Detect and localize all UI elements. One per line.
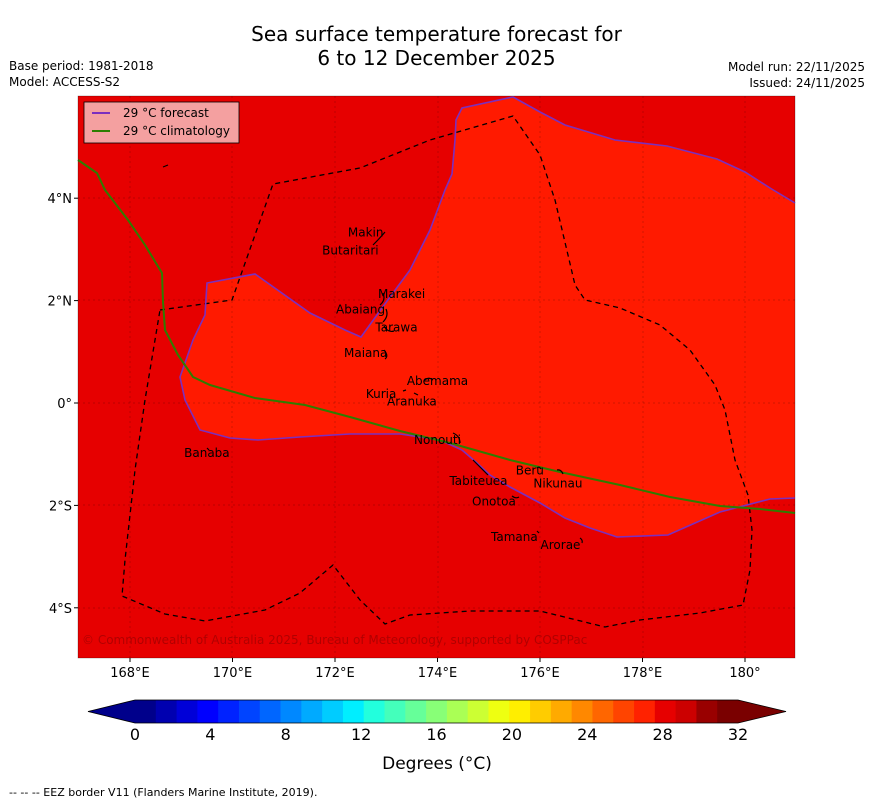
x-tick-label: 180°: [729, 666, 760, 681]
colorbar-segment: [218, 700, 240, 723]
x-tick-label: 176°E: [520, 666, 560, 681]
colorbar-segment: [571, 700, 593, 723]
colorbar-tick-label: 28: [652, 725, 672, 744]
place-label: Aranuka: [387, 395, 437, 409]
colorbar-tick-label: 16: [426, 725, 446, 744]
footer-note: -- -- -- EEZ border V11 (Flanders Marine…: [9, 786, 318, 799]
x-tick-label: 178°E: [623, 666, 663, 681]
x-tick-label: 168°E: [110, 666, 150, 681]
map-title: Sea surface temperature forecast for 6 t…: [0, 22, 873, 70]
x-axis: 168°E 170°E 172°E 174°E 176°E 178°E 180°: [110, 658, 761, 681]
colorbar-tick-label: 32: [728, 725, 748, 744]
place-label: Abemama: [407, 374, 468, 388]
place-label: Makin: [348, 226, 384, 240]
colorbar-segment: [530, 700, 552, 723]
model-name: Model: ACCESS-S2: [9, 75, 121, 89]
place-label: Kuria: [366, 387, 397, 401]
colorbar-tick-label: 4: [205, 725, 215, 744]
colorbar-segment: [155, 700, 177, 723]
colorbar-segment: [696, 700, 718, 723]
meta-right: Model run: 22/11/2025 Issued: 24/11/2025: [728, 59, 865, 91]
title-line-2: 6 to 12 December 2025: [317, 46, 556, 70]
x-tick-label: 170°E: [213, 666, 253, 681]
colorbar-segment: [675, 700, 697, 723]
eez-border: [121, 115, 753, 628]
colorbar: 0 4 8 12 16 20 24 28 32: [87, 699, 787, 744]
sst-hot-region: [180, 97, 795, 537]
place-label: Tarawa: [374, 320, 417, 334]
colorbar-segment: [322, 700, 344, 723]
title-line-1: Sea surface temperature forecast for: [251, 22, 622, 46]
colorbar-segment: [280, 700, 302, 723]
colorbar-segment: [488, 700, 510, 723]
colorbar-segment: [197, 700, 219, 723]
colorbar-segment: [613, 700, 635, 723]
place-label: Beru: [516, 464, 544, 478]
place-label: Tamana: [490, 530, 538, 544]
map-frame: [77, 95, 796, 659]
colorbar-segment: [363, 700, 385, 723]
x-tick-label: 174°E: [418, 666, 458, 681]
y-axis: 4°N 2°N 0° 2°S 4°S: [48, 192, 78, 617]
colorbar-segment: [634, 700, 656, 723]
colorbar-segment: [550, 700, 573, 723]
colorbar-segment: [592, 700, 614, 723]
forecast-29c-contour: [179, 96, 796, 538]
place-label: Marakei: [378, 287, 425, 301]
meta-left: Base period: 1981-2018 Model: ACCESS-S2: [9, 58, 154, 90]
colorbar-segment: [301, 700, 323, 723]
colorbar-under-arrow: [88, 700, 135, 723]
colorbar-title: Degrees (°C): [382, 754, 492, 774]
place-label: Nikunau: [533, 477, 582, 491]
colorbar-segment: [426, 700, 448, 723]
colorbar-segment: [654, 700, 677, 723]
x-tick-label: 172°E: [315, 666, 355, 681]
y-tick-label: 2°S: [49, 499, 72, 514]
colorbar-tick-label: 12: [351, 725, 371, 744]
forecast-legend-label: 29 °C forecast: [123, 106, 209, 120]
y-tick-label: 4°N: [48, 192, 73, 207]
place-label: Tabiteuea: [448, 474, 507, 488]
place-label: Butaritari: [322, 244, 379, 258]
model-run: Model run: 22/11/2025: [727, 60, 865, 74]
climatology-legend-label: 29 °C climatology: [123, 124, 230, 138]
place-label: Onotoa: [472, 494, 516, 508]
colorbar-segment: [509, 700, 531, 723]
colorbar-segment: [259, 700, 281, 723]
y-tick-label: 0°: [57, 397, 72, 412]
colorbar-segment: [384, 700, 406, 723]
place-label: Nonouti: [414, 433, 461, 447]
y-tick-label: 2°N: [48, 295, 73, 310]
colorbar-segment: [135, 700, 157, 723]
place-label: Abaiang: [336, 302, 385, 316]
place-label: Banaba: [184, 446, 230, 460]
colorbar-segment: [342, 700, 365, 723]
colorbar-over-arrow: [738, 700, 786, 723]
colorbar-outline: [87, 699, 787, 724]
colorbar-tick-label: 8: [281, 725, 291, 744]
colorbar-tick-label: 0: [130, 725, 140, 744]
colorbar-segment: [446, 700, 469, 723]
grid-lines: [78, 96, 795, 658]
colorbar-segment: [176, 700, 198, 723]
place-label: Arorae: [541, 538, 581, 552]
colorbar-segment: [467, 700, 489, 723]
climatology-29c-contour: [77, 159, 796, 514]
colorbar-segment: [238, 700, 261, 723]
y-tick-label: 4°S: [49, 602, 72, 617]
copyright-notice: © Commonwealth of Australia 2025, Bureau…: [82, 633, 587, 647]
place-label: Maiana: [344, 346, 387, 360]
issued-date: Issued: 24/11/2025: [749, 76, 865, 90]
colorbar-tick-label: 24: [577, 725, 597, 744]
map-legend: 29 °C forecast 29 °C climatology: [83, 101, 240, 144]
island-outlines: [162, 164, 583, 544]
colorbar-tick-label: 20: [502, 725, 522, 744]
colorbar-segment: [717, 700, 739, 723]
colorbar-segment: [405, 700, 427, 723]
base-period: Base period: 1981-2018: [9, 59, 154, 73]
